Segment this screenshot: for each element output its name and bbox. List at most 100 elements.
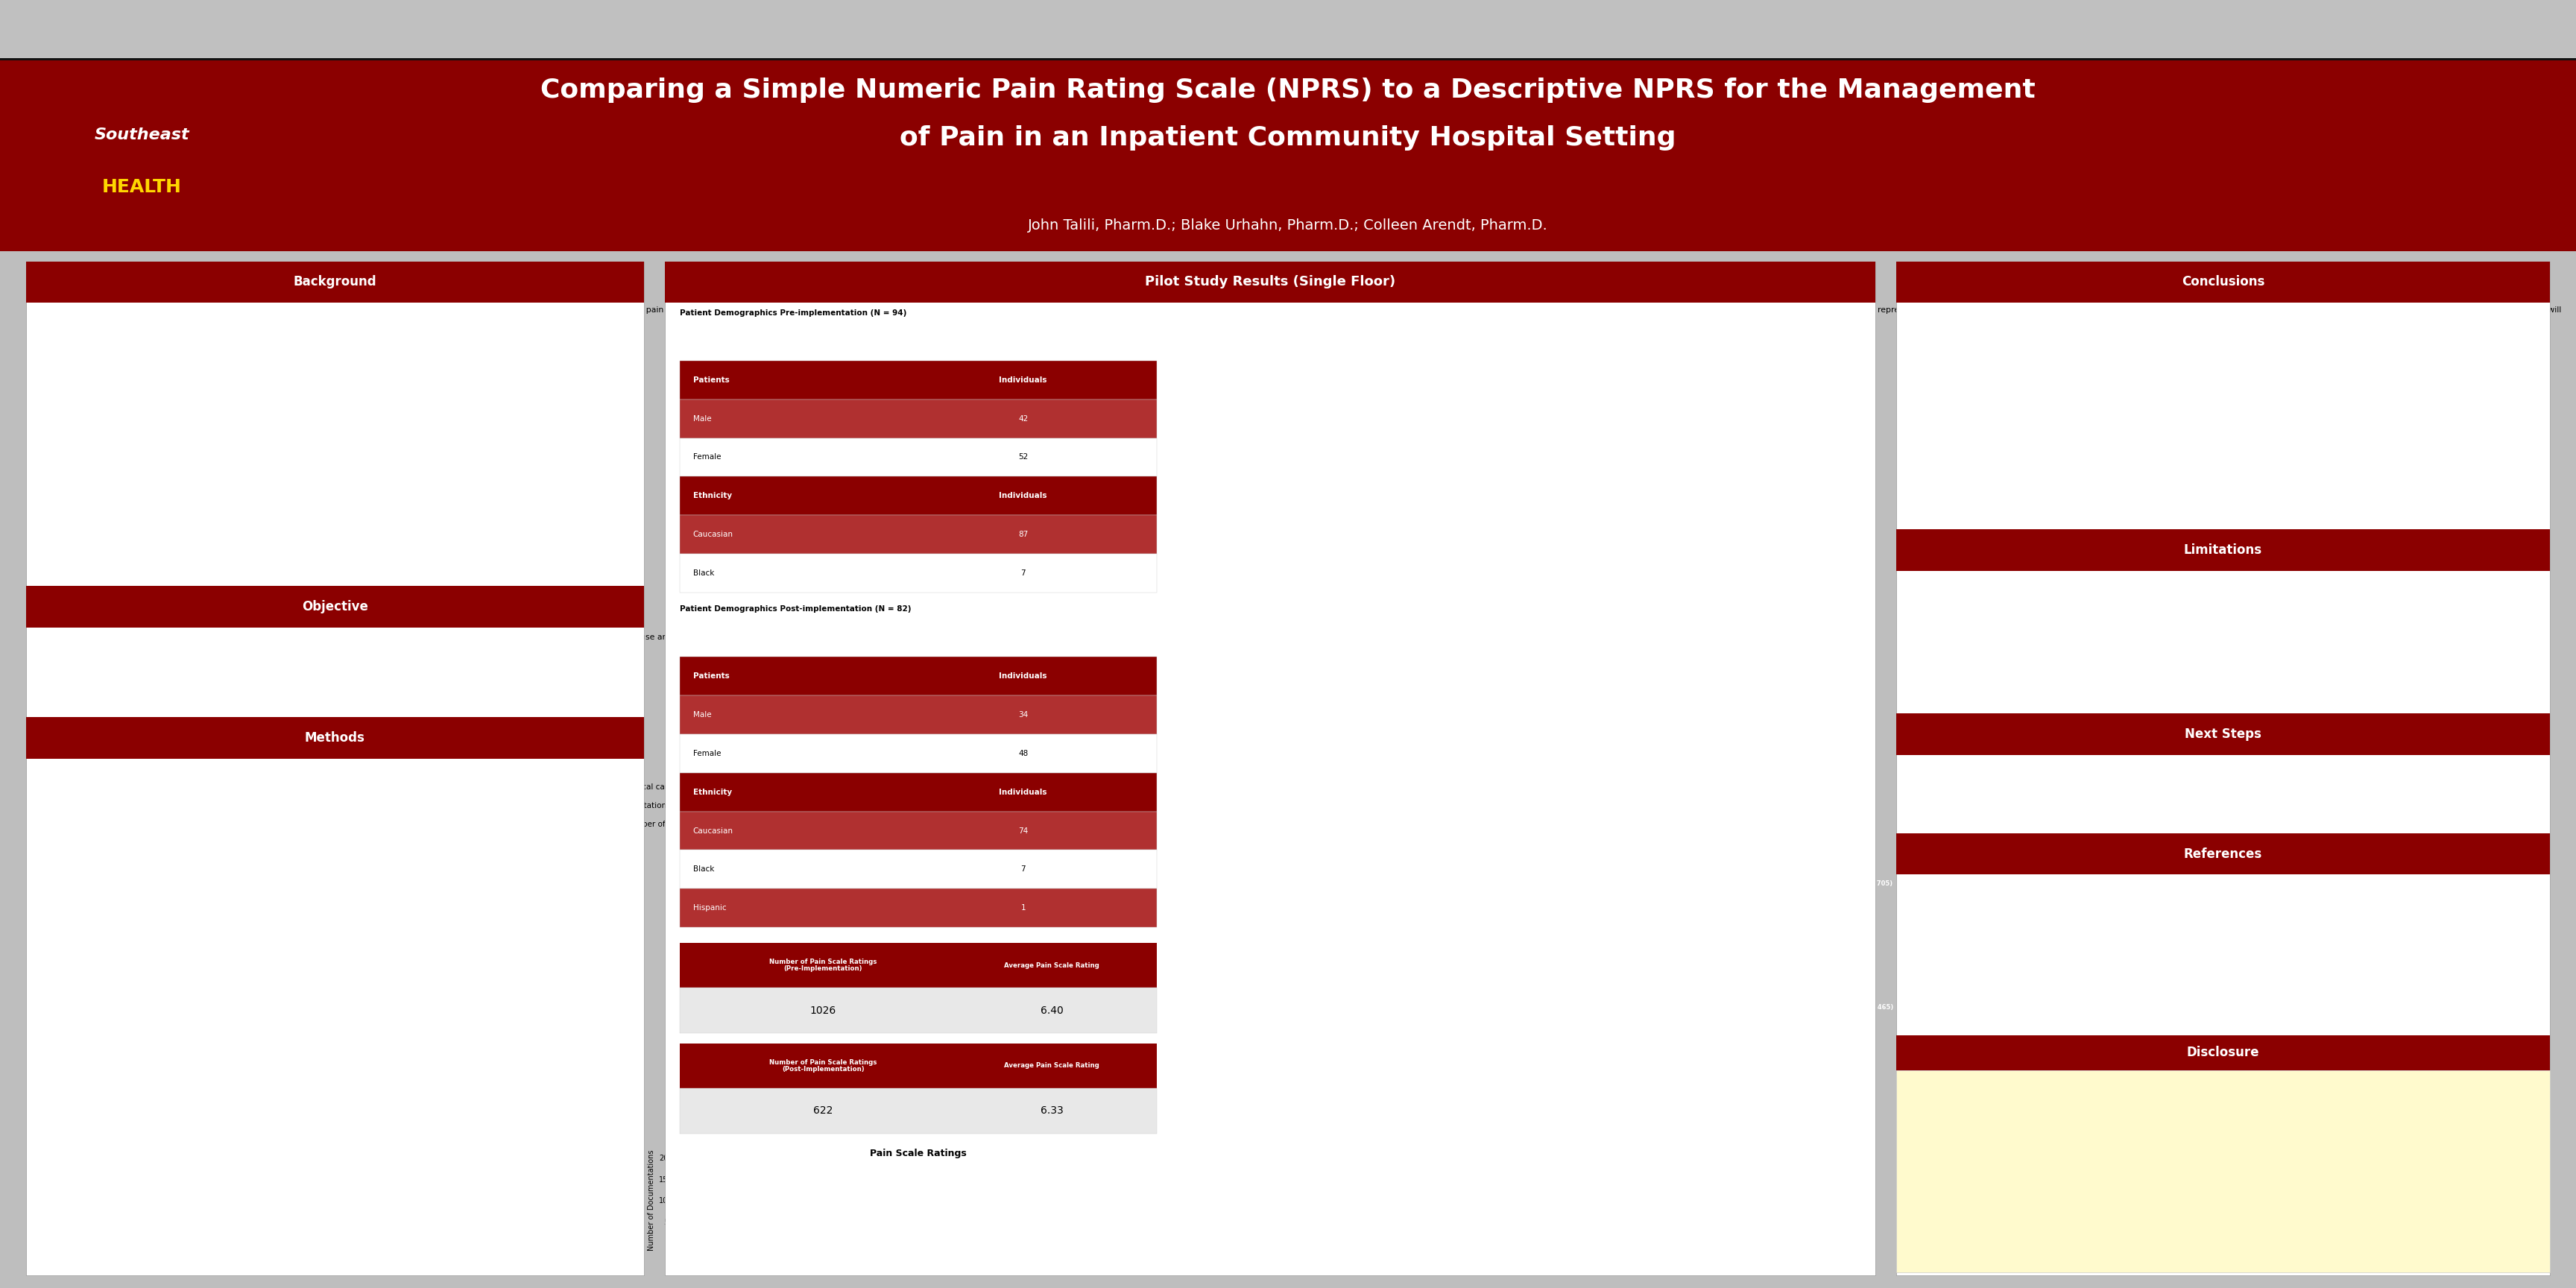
Pre-implementation	[685, 1234, 716, 1249]
Bar	[1265, 866, 1303, 868]
Text: Patients: Patients	[693, 672, 729, 680]
Text: 28: 28	[1463, 814, 1471, 822]
Text: Caucasian: Caucasian	[693, 827, 734, 835]
Text: of Pain in an Inpatient Community Hospital Setting: of Pain in an Inpatient Community Hospit…	[899, 125, 1677, 151]
Pre-implementation	[860, 1217, 891, 1233]
Text: Next Steps: Next Steps	[2184, 728, 2262, 741]
Text: ►  A retrospective pre-implementation and post-implementation study with a one m: ► A retrospective pre-implementation and…	[41, 765, 729, 846]
Text: 114: 114	[999, 1189, 1010, 1193]
Text: 622: 622	[814, 1105, 832, 1117]
Post-implementation	[860, 1224, 891, 1239]
Text: Background: Background	[294, 276, 376, 289]
Text: Black: Black	[693, 569, 714, 577]
Text: 1026: 1026	[809, 1005, 837, 1016]
Text: Individuals: Individuals	[999, 492, 1048, 500]
Text: 119: 119	[956, 1186, 966, 1191]
Text: 28: 28	[871, 1225, 878, 1230]
Text: Comparing a Simple Numeric Pain Rating Scale (NPRS) to a Descriptive NPRS for th: Comparing a Simple Numeric Pain Rating S…	[541, 77, 2035, 103]
Post-implementation	[1121, 1225, 1151, 1240]
Post-implementation	[945, 1185, 976, 1200]
Text: 3: 3	[701, 1236, 703, 1240]
Bar	[1386, 853, 1425, 868]
Bar	[1324, 857, 1365, 868]
Text: Female: Female	[693, 453, 721, 461]
Pre-implementation	[1077, 1199, 1108, 1215]
Text: Pain Scale Ratings: Pain Scale Ratings	[871, 1149, 966, 1159]
Text: 3: 3	[701, 1236, 703, 1240]
Text: Average Pain Scale Rating: Average Pain Scale Rating	[1005, 962, 1100, 969]
Text: 119: 119	[1584, 665, 1592, 675]
Bar	[1569, 676, 1607, 868]
Text: Female: Female	[693, 750, 721, 757]
Post-implementation	[989, 1186, 1020, 1202]
Text: Southeast: Southeast	[95, 128, 188, 143]
Text: Ethnicity: Ethnicity	[693, 788, 732, 796]
Post-implementation	[817, 1231, 848, 1247]
Post-implementation	[1033, 1177, 1064, 1193]
Pre-implementation	[945, 1179, 976, 1194]
Pre-implementation	[817, 1231, 848, 1247]
Text: 41: 41	[1131, 1220, 1139, 1224]
Text: 114: 114	[1646, 672, 1654, 683]
Text: 54: 54	[1090, 1215, 1095, 1218]
Line: Pre-implementation: Pre-implementation	[701, 1175, 1136, 1243]
Text: 24: 24	[1131, 1227, 1139, 1231]
Text: Joint Commission on Accreditation of Healthcare Organizations. (2018). The hospi: Joint Commission on Accreditation of Hea…	[1911, 880, 2537, 926]
Text: Caucasian: Caucasian	[693, 531, 734, 538]
Text: 5: 5	[786, 1235, 791, 1239]
Pre-implementation	[1121, 1217, 1151, 1233]
Text: 7: 7	[1020, 866, 1025, 873]
X-axis label: Reported Pain Scale Rating: Reported Pain Scale Rating	[868, 1262, 969, 1269]
Text: 137: 137	[1646, 430, 1654, 442]
Text: 7: 7	[1342, 851, 1347, 855]
Text: Pain management remains a challenging aspect of health care for both patients an: Pain management remains a challenging as…	[41, 307, 2561, 323]
Bar	[1752, 781, 1790, 868]
Text: 111: 111	[914, 1190, 922, 1194]
Text: 157: 157	[1043, 1171, 1054, 1175]
Pre-implementation	[773, 1233, 804, 1248]
Text: 41: 41	[871, 1220, 878, 1224]
Text: 7: 7	[1020, 569, 1025, 577]
Y-axis label: Number of Documentations: Number of Documentations	[647, 1150, 654, 1251]
Text: Number of Pain Scale Ratings
(Pre-Implementation): Number of Pain Scale Ratings (Pre-Implem…	[770, 958, 876, 972]
Text: 41: 41	[1829, 546, 1834, 554]
Text: Conclusions: Conclusions	[2182, 276, 2264, 289]
Bar	[1814, 829, 1852, 868]
Text: ►  Retrospective data collection

►  Single center hospital setting

►  Subjecti: ► Retrospective data collection ► Single…	[1911, 576, 2130, 639]
Bar	[1448, 823, 1486, 868]
Text: 42: 42	[1018, 415, 1028, 422]
Text: 2: 2	[744, 1236, 747, 1240]
Text: 84: 84	[1767, 496, 1775, 504]
Text: 3: 3	[1221, 858, 1226, 862]
Bar	[1752, 506, 1790, 604]
Text: Limitations: Limitations	[2184, 544, 2262, 556]
Text: Black: Black	[693, 866, 714, 873]
Legend: Pre-implementation, Post-implementation: Pre-implementation, Post-implementation	[683, 1162, 778, 1184]
Post-implementation	[902, 1199, 933, 1215]
Text: Male: Male	[693, 415, 711, 422]
Text: Patient Demographics Post-implementation (N = 82): Patient Demographics Post-implementation…	[680, 605, 912, 613]
Text: 52: 52	[1018, 453, 1028, 461]
Text: 7: 7	[786, 1234, 791, 1239]
Text: Individuals: Individuals	[999, 788, 1048, 796]
Pre-implementation	[729, 1234, 760, 1249]
Text: 3: 3	[1221, 595, 1226, 598]
Text: 133: 133	[1584, 435, 1592, 446]
Text: HEALTH: HEALTH	[103, 178, 180, 196]
Bar	[1814, 556, 1852, 604]
Pre-implementation	[1033, 1168, 1064, 1184]
Bar	[1203, 863, 1244, 868]
Text: Hispanic: Hispanic	[693, 904, 726, 912]
Text: 136: 136	[1708, 636, 1713, 648]
Text: 136: 136	[1043, 1180, 1054, 1184]
Text: Average Pain Scale Rating: Average Pain Scale Rating	[1005, 1063, 1100, 1069]
Text: Disclosure: Disclosure	[2187, 1046, 2259, 1060]
Text: 54: 54	[1767, 773, 1775, 779]
Text: 137: 137	[999, 1179, 1010, 1184]
Bar	[1324, 598, 1365, 604]
Text: John Talili, Pharm.D.; Blake Urhahn, Pharm.D.; Colleen Arendt, Pharm.D.: John Talili, Pharm.D.; Blake Urhahn, Pha…	[1028, 219, 1548, 232]
Text: Patient Demographics Pre-implementation (N = 94): Patient Demographics Pre-implementation …	[680, 309, 907, 317]
Text: 5: 5	[1342, 592, 1347, 596]
Text: Objective: Objective	[301, 600, 368, 613]
Bar	[1690, 420, 1731, 604]
